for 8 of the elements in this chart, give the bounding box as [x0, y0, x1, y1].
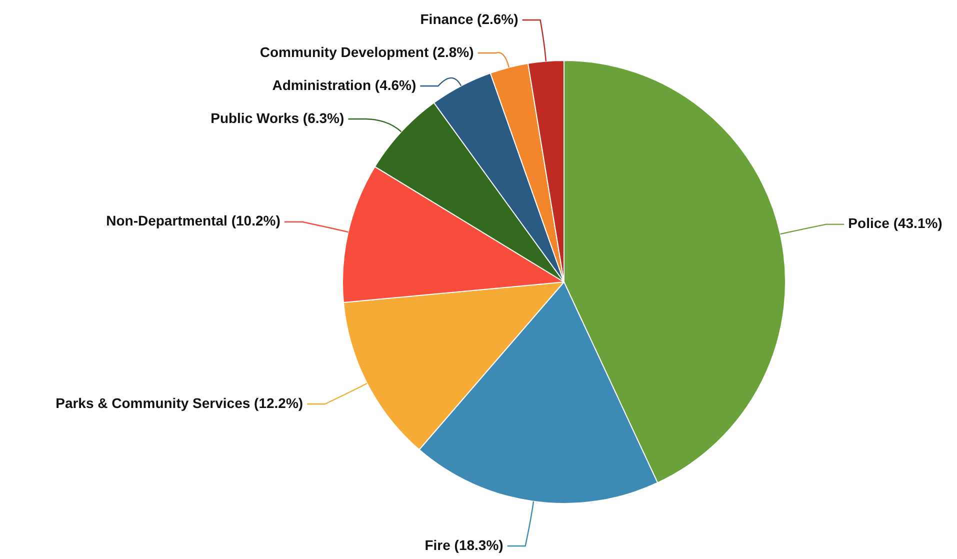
- slice-label: Finance (2.6%): [420, 10, 518, 27]
- slice-label: Community Development (2.8%): [260, 44, 474, 60]
- slice-label: Public Works (6.3%): [210, 110, 344, 126]
- slice-label: Police (43.1%): [848, 215, 942, 232]
- slice-label: Parks & Community Services (12.2%): [56, 394, 304, 411]
- slice-label: Administration (4.6%): [272, 76, 416, 93]
- slice-label: Fire (18.3%): [424, 536, 504, 553]
- slice-label: Non-Departmental (10.2%): [106, 212, 280, 229]
